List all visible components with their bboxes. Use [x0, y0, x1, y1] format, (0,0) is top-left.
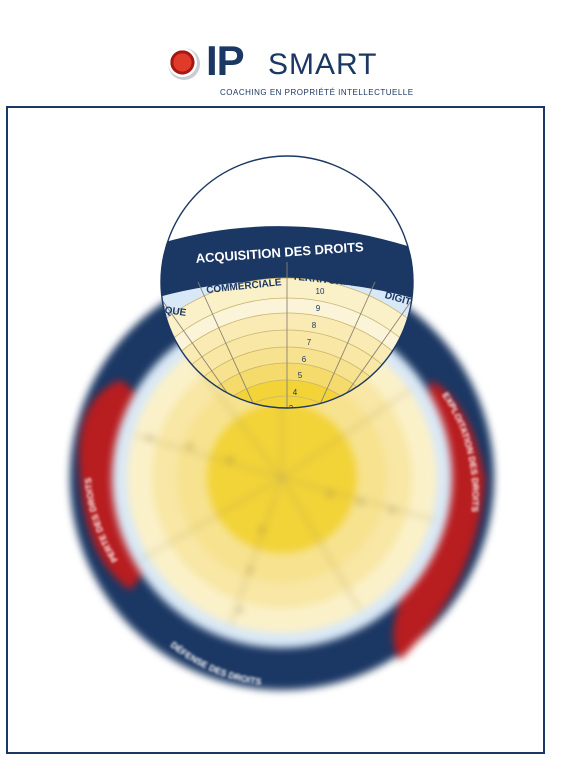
logo-ip-text: IP [206, 37, 245, 84]
ipsmart-logo-mark-icon [168, 48, 200, 80]
scale-4: 4 [293, 388, 298, 397]
scale-6: 6 [302, 355, 307, 364]
lens-rim [160, 155, 414, 409]
zoom-header-band [161, 226, 413, 300]
logo-smart-text: SMART [268, 48, 378, 81]
blurred-wheel [70, 266, 494, 690]
scale-8: 8 [312, 321, 317, 330]
scale-3: 3 [289, 404, 294, 413]
scale-5: 5 [298, 371, 303, 380]
diagram-frame [6, 106, 545, 754]
scale-9: 9 [316, 304, 321, 313]
zoom-sector-label-1: IQUE [161, 305, 187, 319]
logo-tagline: COACHING EN PROPRIÉTÉ INTELLECTUELLE [220, 88, 414, 97]
scale-7: 7 [307, 338, 312, 347]
ipsmart-logo: IP SMART COACHING EN PROPRIÉTÉ INTELLECT… [0, 20, 564, 97]
scale-10: 10 [316, 287, 325, 296]
